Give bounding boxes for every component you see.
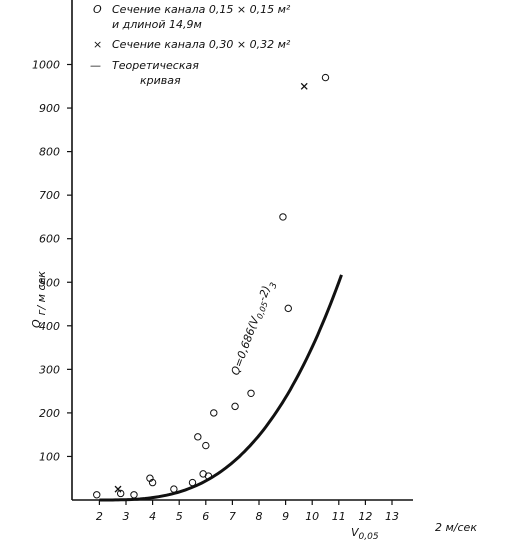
data-point-circle	[194, 433, 202, 441]
y-axis-label: Qг/ м сек	[30, 271, 48, 328]
data-point-circle	[116, 489, 125, 498]
x-axis-unit: 2 м/сек	[435, 521, 477, 534]
cross-stroke	[300, 82, 308, 90]
data-point-circle	[93, 491, 101, 499]
x-tick-label: 6	[202, 510, 209, 523]
x-tick-label: 8	[256, 510, 263, 523]
formula-main-2: -2)	[256, 284, 273, 303]
data-point-circle	[231, 402, 239, 411]
y-tick-label: 600	[39, 233, 60, 246]
formula-annotation: Q=0,686(V0,05-2)3	[229, 278, 280, 378]
y-tick-label: 200	[39, 407, 60, 420]
data-point-circle	[247, 389, 255, 398]
data-point-circle	[170, 485, 178, 493]
cross-stroke	[114, 485, 122, 493]
formula-main: Q=0,686(V	[229, 314, 263, 377]
data-point-circle	[210, 409, 218, 417]
legend-symbol-circle: O	[93, 3, 102, 16]
x-tick-label: 13	[385, 510, 399, 523]
data-point-circle	[279, 213, 287, 221]
data-point-circle	[284, 304, 292, 313]
y-tick-label: 800	[39, 146, 60, 159]
y-axis-label-main: Q	[30, 319, 43, 328]
circle-points	[93, 73, 330, 499]
y-axis-label-sub: г/ м сек	[35, 271, 48, 316]
x-tick-label: 4	[149, 510, 156, 523]
data-point-circle	[321, 73, 330, 82]
legend-label-line-1: Теоретическая	[112, 59, 199, 72]
legend-symbol-line: —	[90, 59, 101, 72]
y-tick-label: 100	[39, 450, 60, 463]
y-tick-label: 700	[39, 189, 60, 202]
y-tick-label: 500	[39, 276, 60, 289]
legend: O Сечение канала 0,15 × 0,15 м² и длиной…	[90, 3, 291, 87]
x-tick-label: 12	[358, 510, 372, 523]
y-tick-label: 1000	[32, 59, 60, 72]
data-point-cross	[300, 82, 308, 90]
legend-label-circle-1: Сечение канала 0,15 × 0,15 м²	[112, 3, 291, 16]
y-tick-label: 400	[39, 320, 60, 333]
data-point-circle	[188, 478, 197, 487]
x-tick-label: 7	[229, 510, 236, 523]
data-point-circle	[148, 478, 157, 487]
y-tick-label: 900	[39, 102, 60, 115]
cross-points	[114, 82, 308, 493]
x-tick-label: 2	[96, 510, 103, 523]
x-tick-label: 9	[282, 510, 289, 523]
data-point-circle	[202, 441, 210, 450]
x-axis-label: V0,05	[351, 526, 379, 542]
legend-label-circle-2: и длиной 14,9м	[112, 18, 202, 31]
data-point-circle	[130, 491, 138, 499]
legend-label-cross: Сечение канала 0,30 × 0,32 м²	[112, 38, 291, 51]
x-ticks: 2 3 4 5 6 7 8 9 10 11 12 13	[96, 500, 399, 523]
x-tick-label: 10	[305, 510, 319, 523]
y-tick-label: 300	[39, 363, 60, 376]
theoretical-curve	[99, 274, 343, 502]
legend-symbol-cross: ×	[93, 38, 102, 51]
x-tick-label: 11	[332, 510, 346, 523]
data-point-circle	[204, 472, 213, 480]
data-point-cross	[114, 485, 122, 493]
x-tick-label: 3	[123, 510, 130, 523]
legend-label-line-2: кривая	[140, 74, 181, 87]
formula-sup: 3	[268, 281, 279, 290]
y-ticks: 100 200 300 400 500 600 700 800 900 1000	[32, 59, 72, 463]
x-tick-label: 5	[176, 510, 183, 523]
x-axis-label-main: V	[351, 526, 360, 539]
x-axis-label-sub: 0,05	[359, 532, 379, 542]
